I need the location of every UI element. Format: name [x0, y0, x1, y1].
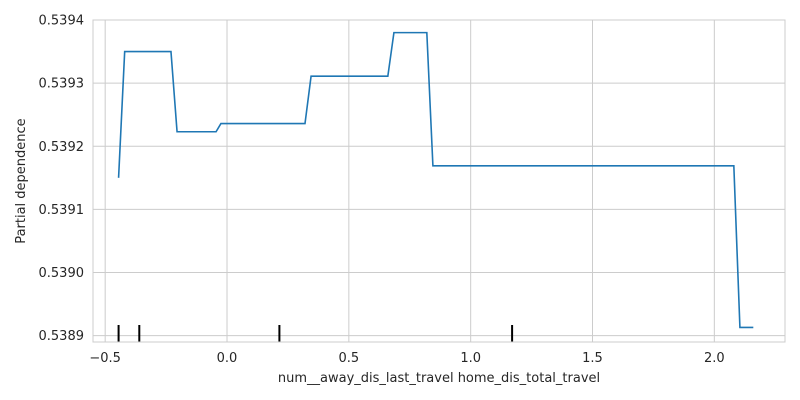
- x-tick-label: 1.5: [582, 351, 603, 366]
- y-tick-label: 0.5394: [39, 14, 85, 29]
- x-tick-label: −0.5: [89, 351, 121, 366]
- y-tick-label: 0.5390: [39, 266, 85, 281]
- y-tick-label: 0.5391: [39, 203, 85, 218]
- x-tick-label: 0.0: [217, 351, 238, 366]
- x-tick-label: 1.0: [460, 351, 481, 366]
- y-tick-labels: 0.5389 0.5390 0.5391 0.5392 0.5393 0.5394: [39, 14, 85, 345]
- rug-marks: [117, 325, 514, 342]
- series-line: [117, 31, 754, 329]
- y-tick-label: 0.5389: [39, 329, 85, 344]
- plot-frame: [92, 19, 786, 343]
- x-axis-label: num__away_dis_last_travel home_dis_total…: [278, 371, 600, 386]
- x-tick-label: 0.5: [339, 351, 360, 366]
- y-axis-label: Partial dependence: [14, 118, 29, 243]
- x-tick-labels: −0.5 0.0 0.5 1.0 1.5 2.0: [89, 351, 724, 366]
- y-tick-label: 0.5392: [39, 140, 85, 155]
- grid-lines: [93, 19, 785, 342]
- x-tick-label: 2.0: [704, 351, 725, 366]
- y-tick-label: 0.5393: [39, 77, 85, 92]
